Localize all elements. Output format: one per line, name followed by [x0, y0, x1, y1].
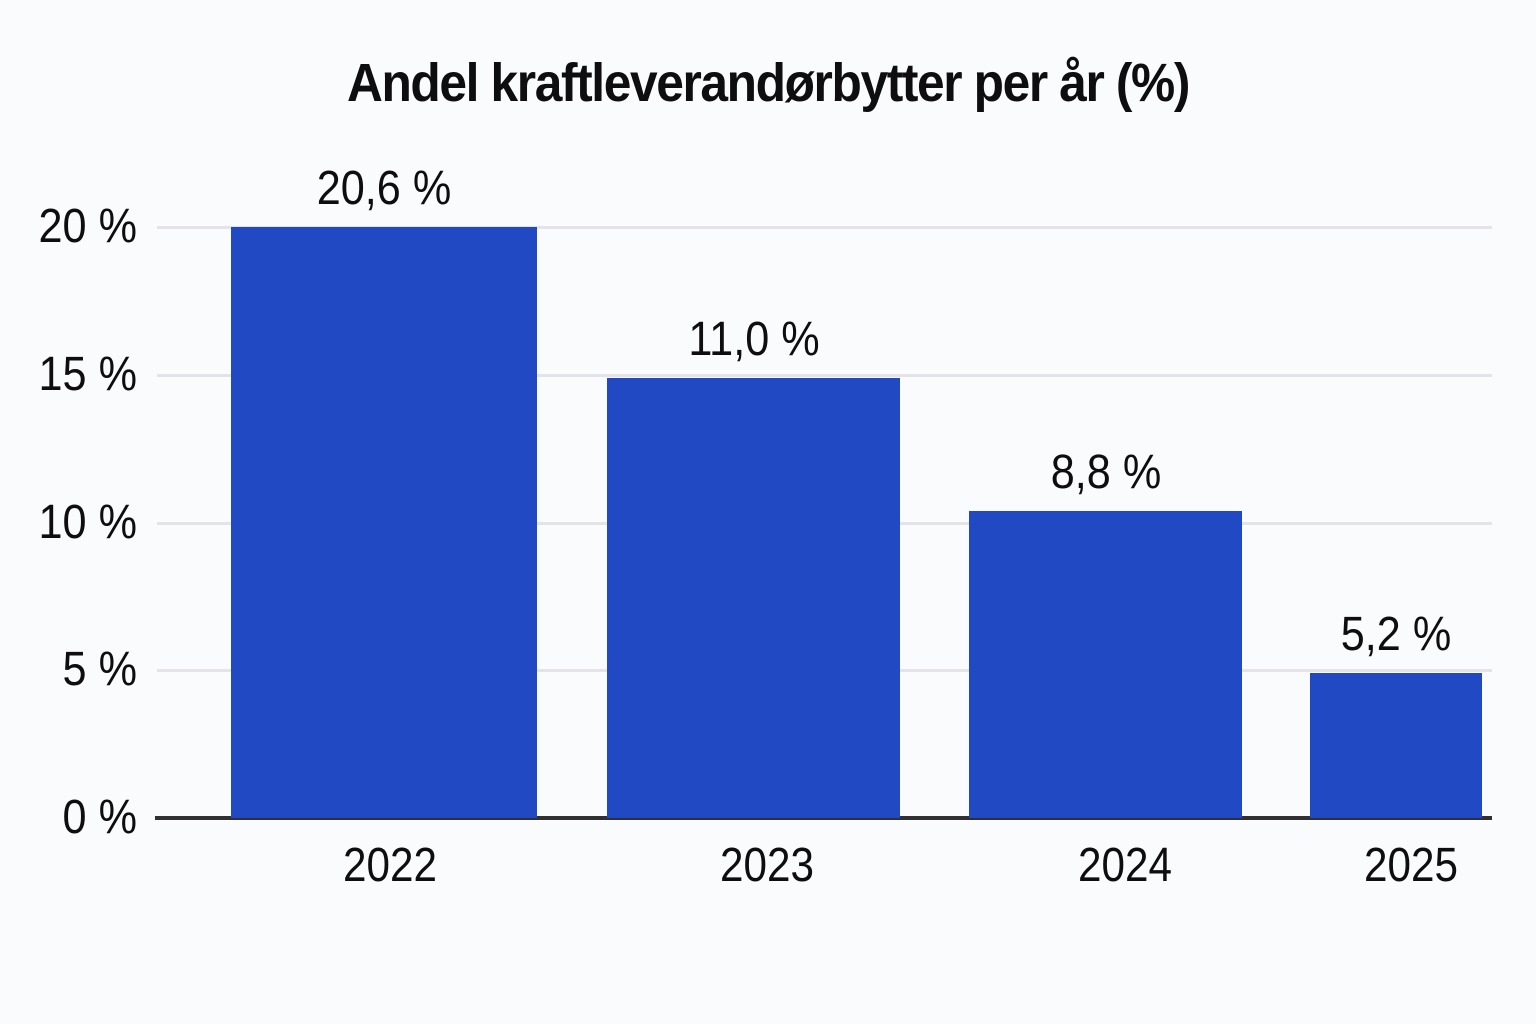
- bar-2023: [607, 377, 900, 818]
- gridline-20: [157, 226, 1492, 229]
- y-tick-label-15: 15 %: [38, 347, 137, 401]
- bar-value-label-2025: 5,2 %: [1340, 608, 1452, 662]
- bar-2024: [969, 510, 1242, 818]
- x-axis-label-2024: 2024: [1078, 839, 1172, 892]
- y-tick-label-10: 10 %: [38, 495, 137, 549]
- y-tick-label-20: 20 %: [38, 200, 137, 253]
- bar-2022: [231, 227, 537, 818]
- bar-value-label-2024: 8,8 %: [1050, 445, 1161, 499]
- bar-value-label-2023: 11,0 %: [687, 312, 820, 366]
- bar-2025: [1310, 673, 1482, 818]
- y-tick-label-5: 5 %: [62, 643, 137, 697]
- chart-title: Andel kraftleverandørbytter per år (%): [346, 53, 1190, 113]
- x-axis-label-2023: 2023: [720, 839, 814, 892]
- x-axis-label-2022: 2022: [343, 839, 437, 892]
- y-tick-label-0: 0 %: [62, 791, 137, 844]
- x-axis-label-2025: 2025: [1364, 839, 1458, 892]
- x-axis-line: [155, 816, 1492, 820]
- gridline-15: [157, 373, 1492, 377]
- bar-value-label-2022: 20,6 %: [316, 162, 452, 215]
